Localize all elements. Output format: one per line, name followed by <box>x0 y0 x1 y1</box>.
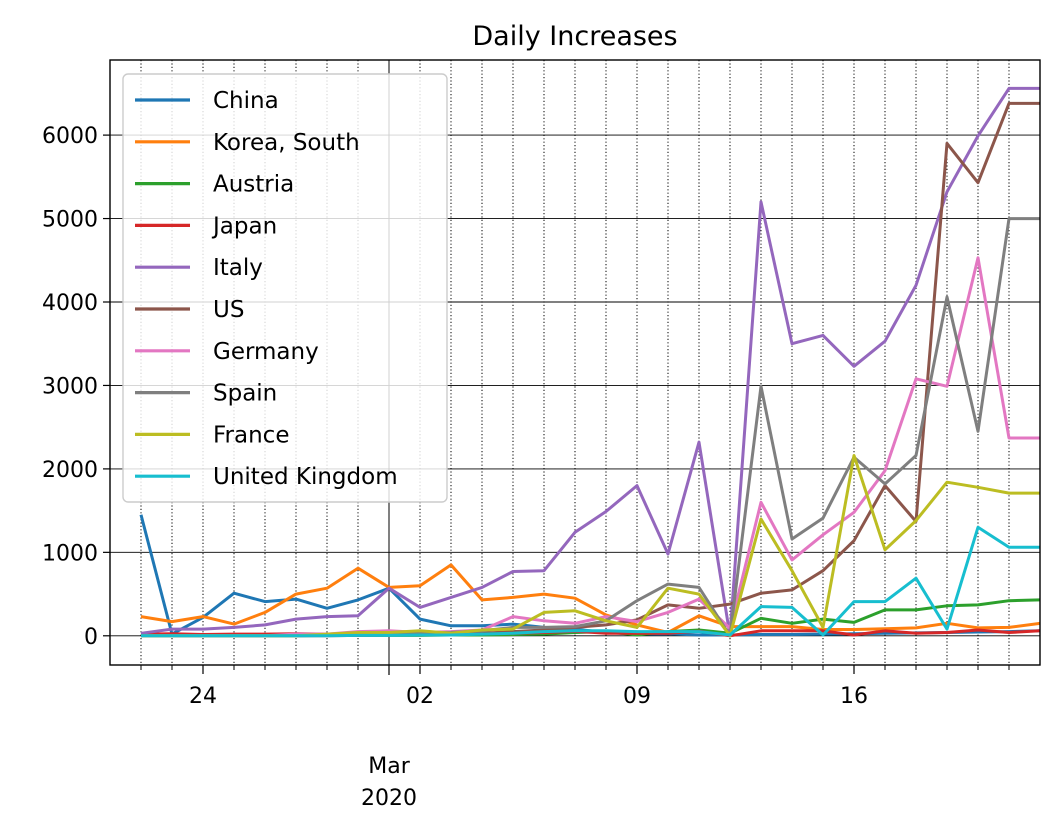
series-line <box>140 86 1040 638</box>
legend-label: United Kingdom <box>213 464 398 490</box>
x-tick-label: 02 <box>406 684 434 709</box>
x-tick-label: 09 <box>623 684 651 709</box>
legend-label: Germany <box>213 339 319 365</box>
axes: 0 1000 2000 3000 4000 5000 6000 24 02 09 16 Mar 2020 <box>42 59 1041 811</box>
legend-box <box>122 73 448 503</box>
y-tick-label: 2000 <box>42 458 98 483</box>
x-tick-label: 16 <box>840 684 868 709</box>
legend: China Korea, South Austria Japan Italy US Germ… <box>122 73 448 503</box>
chart-title: Daily Increases <box>472 21 677 52</box>
legend-label: Spain <box>213 381 277 407</box>
plot-frame <box>109 59 1041 666</box>
y-tick-label: 3000 <box>42 374 98 399</box>
x-tick-label: 24 <box>189 684 217 709</box>
series-lines <box>139 86 1040 638</box>
y-tick-label: 4000 <box>42 291 98 316</box>
legend-label: Japan <box>211 213 277 239</box>
legend-label: Austria <box>213 172 294 198</box>
legend-label: US <box>213 297 244 323</box>
y-tick-label: 1000 <box>42 541 98 566</box>
x-month-label: Mar <box>368 754 410 779</box>
y-tick-label: 0 <box>84 625 98 650</box>
y-tick-label: 6000 <box>42 124 98 149</box>
legend-label: Italy <box>213 255 263 281</box>
legend-label: Korea, South <box>213 130 360 156</box>
legend-label: China <box>213 88 279 114</box>
legend-label: France <box>213 422 289 448</box>
series-line <box>141 525 1040 638</box>
x-year-label: 2020 <box>361 786 417 811</box>
series-line <box>140 563 1040 634</box>
y-tick-label: 5000 <box>42 208 98 233</box>
